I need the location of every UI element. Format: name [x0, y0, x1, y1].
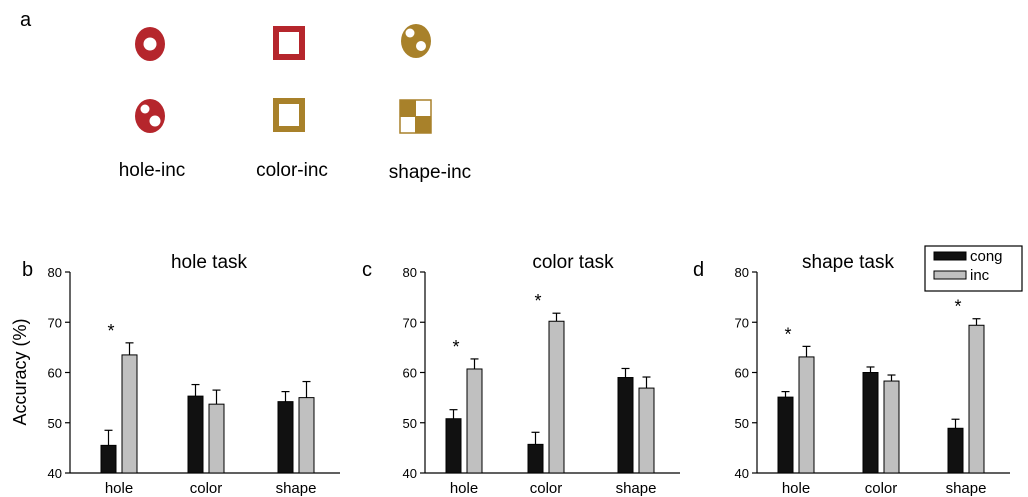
- chart-title: shape task: [802, 252, 894, 273]
- bar-cong-color: [527, 443, 544, 474]
- y-tick-label: 40: [48, 466, 62, 481]
- chart-panel-b: b hole task 40 50 60 70 80 Accuracy (%) hole * col…: [10, 252, 340, 497]
- label-shape-inc: shape-inc: [389, 162, 471, 183]
- significance-marker: *: [452, 337, 459, 357]
- significance-marker: *: [954, 297, 961, 317]
- category-label-hole: hole: [782, 480, 810, 497]
- significance-marker: *: [784, 324, 791, 344]
- y-tick-label: 50: [735, 416, 749, 431]
- stimulus-hole-cong: [135, 27, 165, 61]
- stimulus-color-cong: [273, 26, 305, 60]
- y-tick-label: 70: [48, 315, 62, 330]
- y-axis-label: Accuracy (%): [10, 318, 30, 425]
- significance-marker: *: [107, 321, 114, 341]
- category-label-color: color: [530, 480, 563, 497]
- panel-letter-c: c: [362, 259, 372, 281]
- bar-inc-hole: [121, 354, 138, 474]
- bar-inc-color: [883, 380, 900, 474]
- bar-inc-color: [548, 320, 565, 474]
- bar-inc-hole: [466, 368, 483, 474]
- bar-cong-hole: [445, 418, 462, 474]
- y-tick-label: 80: [735, 265, 749, 280]
- bar-inc-hole: [798, 356, 815, 474]
- stimulus-shape-inc: [399, 99, 432, 134]
- category-label-shape: shape: [276, 480, 317, 497]
- y-tick-label: 60: [735, 366, 749, 381]
- category-label-color: color: [865, 480, 898, 497]
- bar-cong-hole: [777, 396, 794, 474]
- panel-a: a hole-inc: [20, 9, 471, 183]
- bar-cong-shape: [617, 377, 634, 474]
- legend-swatch-cong: [933, 251, 967, 261]
- y-tick-label: 40: [735, 466, 749, 481]
- bar-inc-shape: [298, 397, 315, 474]
- label-hole-inc: hole-inc: [119, 160, 186, 181]
- bar-cong-shape: [277, 401, 294, 474]
- y-tick-label: 80: [48, 265, 62, 280]
- y-tick-label: 50: [48, 416, 62, 431]
- bar-inc-color: [208, 403, 225, 474]
- chart-panel-d: d shape task 40 50 60 70 80 hole * color shape *: [693, 252, 1010, 497]
- chart-title: hole task: [171, 252, 248, 273]
- legend-swatch-inc: [933, 270, 967, 280]
- y-tick-label: 70: [403, 315, 417, 330]
- y-tick-label: 60: [48, 366, 62, 381]
- bar-cong-hole: [100, 444, 117, 474]
- y-tick-label: 50: [403, 416, 417, 431]
- stimulus-color-inc: [273, 98, 305, 132]
- panel-letter-b: b: [22, 259, 33, 281]
- bar-charts: b hole task 40 50 60 70 80 Accuracy (%) hole * col…: [10, 252, 1010, 497]
- stimulus-shape-cong: [401, 24, 431, 58]
- category-label-shape: shape: [946, 480, 987, 497]
- bar-cong-color: [862, 372, 879, 474]
- label-color-inc: color-inc: [256, 160, 328, 181]
- category-label-hole: hole: [450, 480, 478, 497]
- panel-letter-a: a: [20, 9, 32, 31]
- category-label-hole: hole: [105, 480, 133, 497]
- chart-title: color task: [532, 252, 614, 273]
- y-tick-label: 70: [735, 315, 749, 330]
- legend-label-cong: cong: [970, 248, 1003, 265]
- y-tick-label: 40: [403, 466, 417, 481]
- significance-marker: *: [534, 291, 541, 311]
- y-tick-label: 80: [403, 265, 417, 280]
- bar-cong-color: [187, 395, 204, 474]
- y-tick-label: 60: [403, 366, 417, 381]
- category-label-color: color: [190, 480, 223, 497]
- bar-cong-shape: [947, 427, 964, 474]
- legend: cong inc: [924, 245, 1023, 292]
- chart-panel-c: c color task 40 50 60 70 80 hole * color * shape: [362, 252, 680, 497]
- legend-label-inc: inc: [970, 267, 990, 284]
- panel-letter-d: d: [693, 259, 704, 281]
- bar-inc-shape: [968, 324, 985, 474]
- stimulus-hole-inc: [135, 99, 165, 133]
- category-label-shape: shape: [616, 480, 657, 497]
- bar-inc-shape: [638, 387, 655, 474]
